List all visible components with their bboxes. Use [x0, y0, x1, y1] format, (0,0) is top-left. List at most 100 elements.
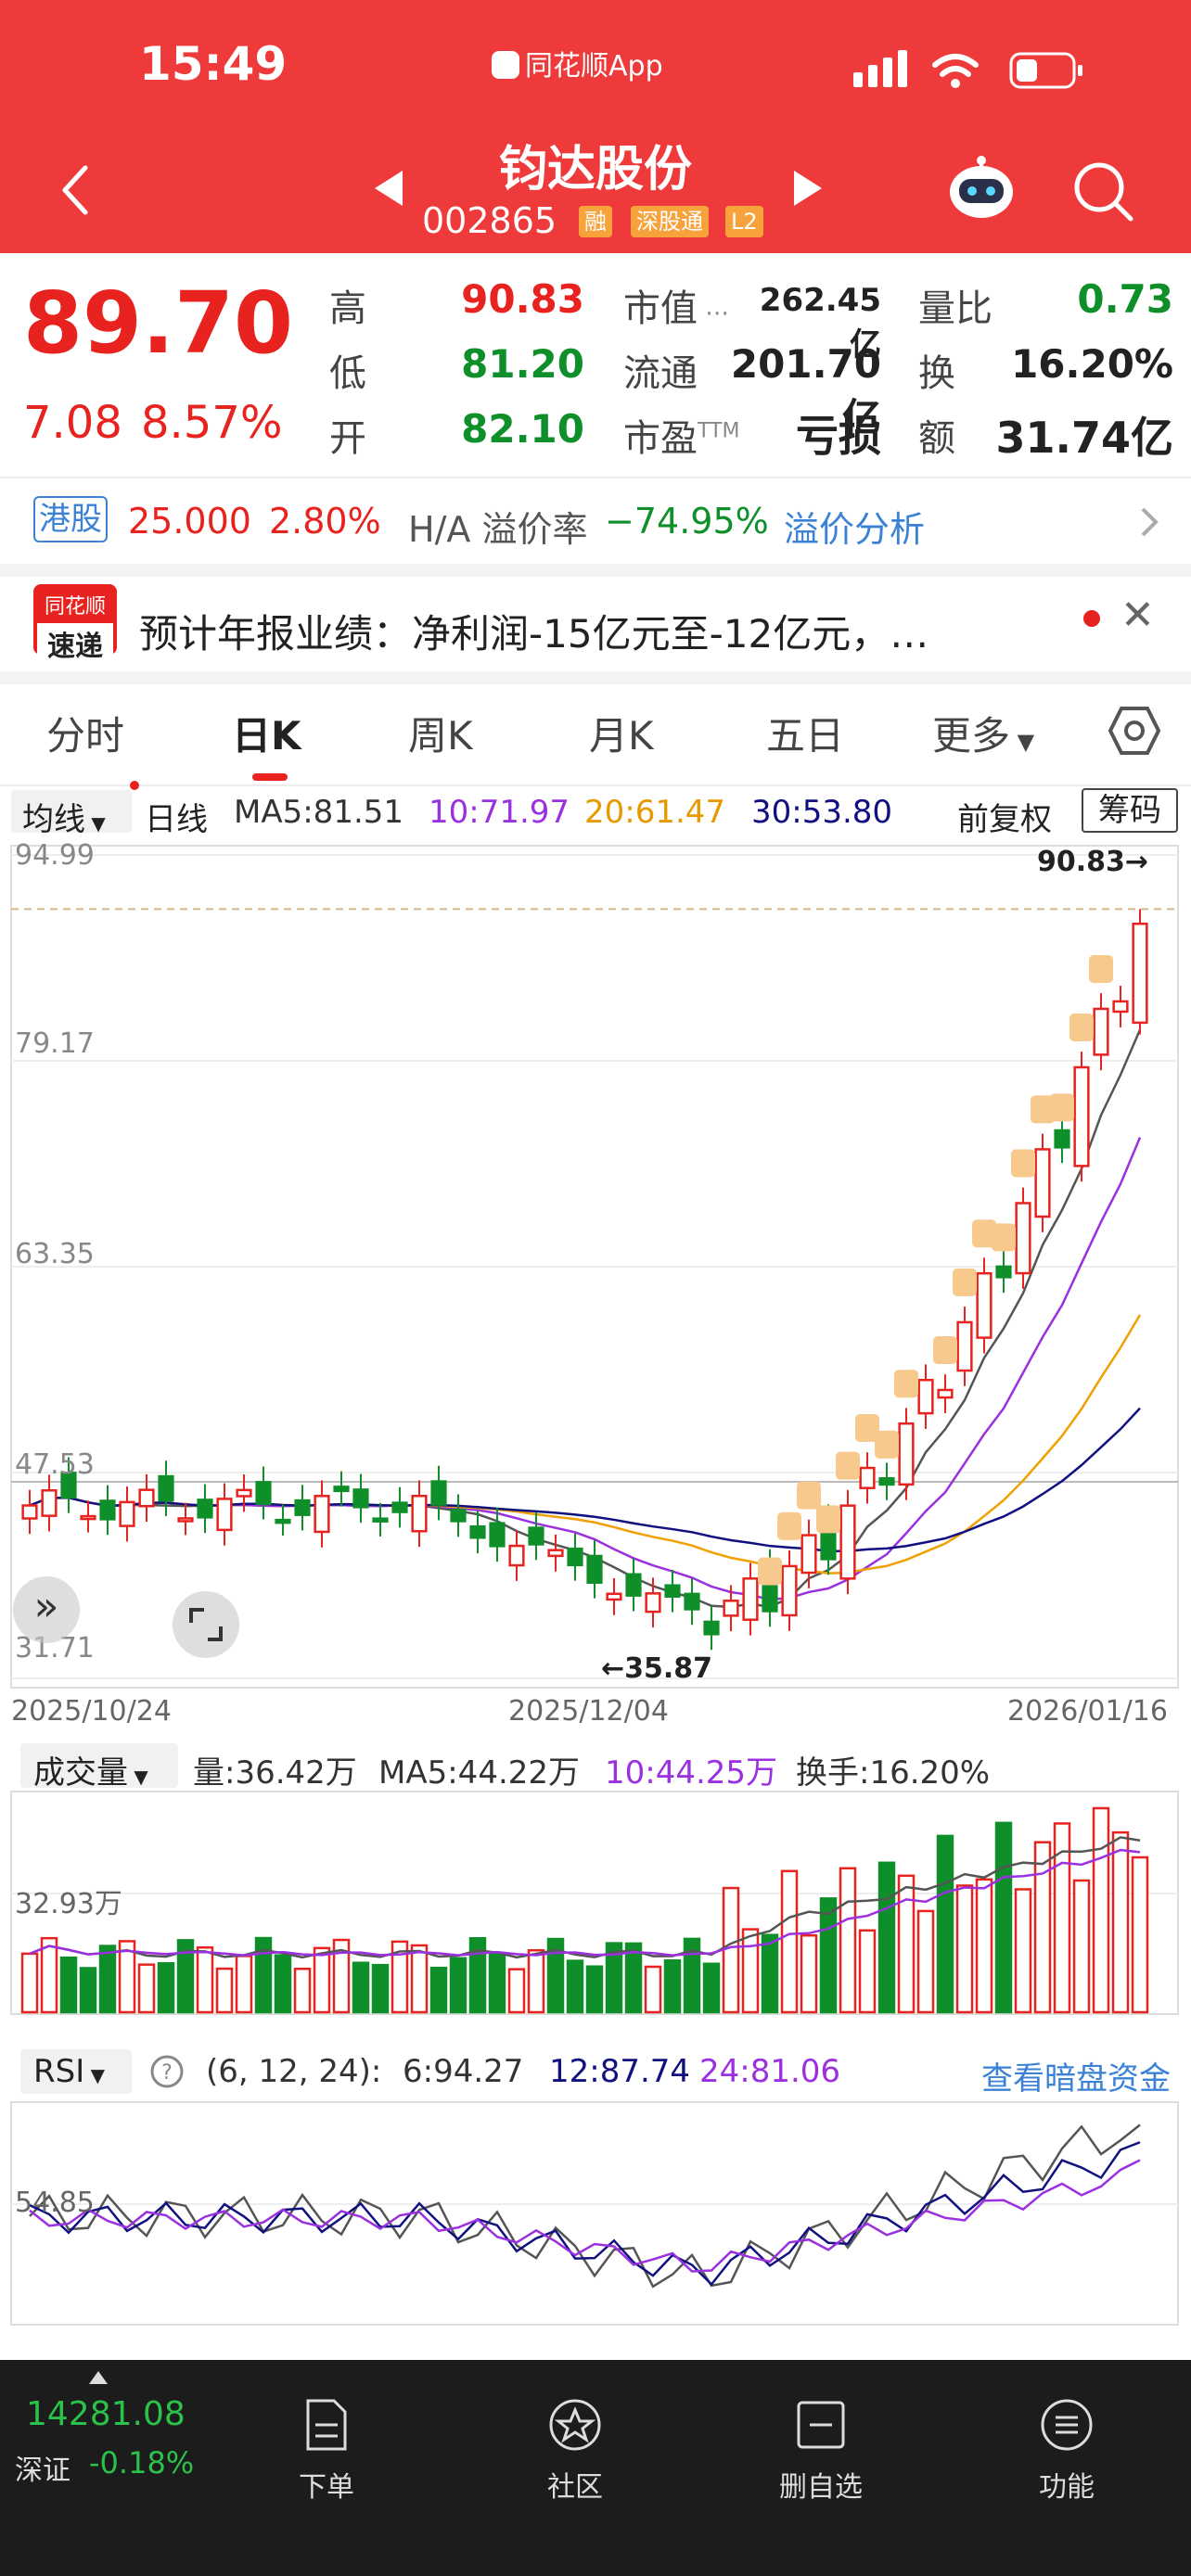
kline-y-label: 79.17: [15, 1027, 95, 1060]
volume-bar: [449, 1957, 467, 2014]
volume-bar: [40, 1936, 58, 2014]
index-value[interactable]: 14281.08: [26, 2395, 186, 2433]
back-icon[interactable]: [58, 162, 95, 218]
rsi-chart[interactable]: [0, 2100, 1191, 2332]
volume-bar: [858, 1929, 877, 2014]
volume-bar: [877, 1861, 896, 2014]
signal-badge-bg: [894, 1370, 918, 1398]
candle-body: [859, 1466, 876, 1489]
volume-bar: [488, 1951, 506, 2014]
premium-analysis-link[interactable]: 溢价分析: [784, 509, 926, 550]
connect-tag: 深股通: [631, 206, 709, 237]
ma-selector[interactable]: [11, 790, 132, 833]
signal-badge: [816, 1505, 840, 1534]
rsi-line: [29, 2123, 1141, 2289]
volume-bar: [741, 1928, 760, 2014]
candle-body: [489, 1522, 506, 1548]
rsi-line: [29, 2159, 1141, 2273]
prev-stock-icon[interactable]: [371, 169, 404, 208]
candle-body: [41, 1489, 58, 1517]
candle-body: [1093, 1007, 1109, 1056]
tab-daily-k[interactable]: 日K: [232, 713, 301, 759]
help-icon[interactable]: ?: [148, 2053, 186, 2090]
volume-selector[interactable]: [20, 1743, 178, 1788]
signal-badge: [1089, 954, 1113, 983]
signal-badge: [1069, 1014, 1094, 1042]
next-stock-icon[interactable]: [792, 169, 826, 208]
turnover-label: 换: [918, 352, 955, 395]
volume-bar: [274, 1954, 292, 2014]
tab-more[interactable]: 更多 ▼: [932, 713, 1035, 759]
period-low-note: ←35.87: [601, 1652, 713, 1685]
expand-sidebar-icon[interactable]: »: [13, 1576, 80, 1643]
volume-chart[interactable]: [0, 1790, 1191, 2021]
adjust-label[interactable]: 前复权: [957, 801, 1052, 838]
signal-badge-bg: [816, 1505, 840, 1534]
ma5-value: MA5:81.51: [234, 794, 404, 831]
nav-community[interactable]: 社区: [506, 2397, 645, 2505]
volume-bar: [1072, 1879, 1091, 2014]
premium-value: −74.95%: [605, 501, 769, 542]
signal-badge: [875, 1430, 899, 1459]
signal-badge-bg: [758, 1557, 782, 1586]
high-value: 90.83: [461, 276, 584, 322]
mktcap-label: 市值 ⋯: [623, 287, 730, 330]
rsi24-value: 24:81.06: [699, 2053, 841, 2090]
expand-up-icon[interactable]: [89, 2371, 108, 2384]
volume-bar: [955, 1884, 974, 2014]
rsi-selector[interactable]: [20, 2049, 132, 2094]
candle-body: [800, 1534, 817, 1575]
candle-body: [645, 1592, 661, 1613]
volume-bar: [566, 1959, 584, 2014]
signal-badge: [933, 1335, 957, 1364]
dark-pool-link[interactable]: 查看暗盘资金: [981, 2060, 1171, 2098]
news-headline[interactable]: 预计年报业绩：净利润-15亿元至-12亿元，…: [139, 611, 929, 657]
candle-body: [391, 1501, 408, 1513]
volume-bar: [916, 1909, 935, 2014]
ma30-line: [29, 1407, 1141, 1553]
signal-badge: [894, 1370, 918, 1398]
tab-indicator: [252, 773, 288, 781]
candle-body: [976, 1271, 992, 1339]
hk-tag[interactable]: 港股: [33, 496, 108, 542]
vr-value: 0.73: [1077, 276, 1173, 322]
signal-badge: [1050, 1093, 1074, 1122]
pe-label: 市盈TTM: [623, 417, 740, 460]
volume-bar: [254, 1936, 273, 2014]
volume-bar: [1131, 1855, 1149, 2014]
chips-button[interactable]: 筹码: [1082, 788, 1178, 833]
kline-chart[interactable]: [0, 835, 1191, 1697]
fullscreen-icon[interactable]: [171, 1589, 241, 1660]
tab-intraday[interactable]: 分时: [46, 713, 125, 759]
candle-body: [625, 1573, 642, 1597]
nav-order[interactable]: 下单: [257, 2397, 396, 2505]
search-icon[interactable]: [1071, 159, 1136, 224]
volume-bar: [235, 1955, 253, 2014]
candle-body: [684, 1592, 700, 1611]
robot-assistant-icon[interactable]: [944, 153, 1018, 227]
candle-body: [80, 1514, 96, 1521]
close-icon[interactable]: ✕: [1121, 592, 1155, 639]
status-app-name: 同花顺App: [492, 43, 663, 83]
candle-body: [1112, 1000, 1129, 1014]
volume-bar: [605, 1942, 623, 2014]
rsi-line: [29, 2141, 1141, 2287]
tab-five-day[interactable]: 五日: [766, 713, 845, 759]
tab-monthly-k[interactable]: 月K: [589, 713, 654, 759]
volume-bar: [176, 1939, 195, 2014]
tab-weekly-k[interactable]: 周K: [408, 713, 473, 759]
float-value: 201.70亿: [730, 341, 881, 440]
nav-functions[interactable]: 功能: [997, 2397, 1136, 2505]
signal-badge-bg: [1011, 1149, 1035, 1178]
last-price: 89.70: [23, 274, 294, 373]
signal-badge-bg: [1031, 1095, 1055, 1124]
nav-remove-watchlist[interactable]: 删自选: [751, 2397, 890, 2505]
section-gap: [0, 564, 1191, 577]
volume-bar: [410, 1944, 429, 2014]
settings-icon[interactable]: [1108, 705, 1160, 757]
candle-body: [781, 1564, 798, 1617]
volume-bar: [371, 1963, 390, 2014]
chevron-right-icon[interactable]: [1139, 505, 1161, 539]
volume-bar: [839, 1867, 857, 2014]
candle-body: [1054, 1129, 1070, 1149]
